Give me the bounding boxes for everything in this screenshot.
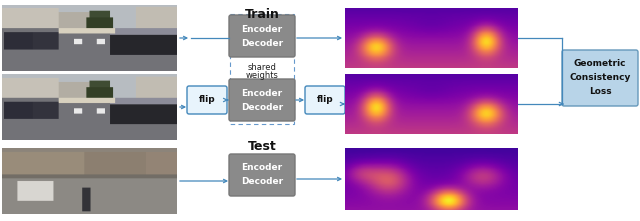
Text: Loss: Loss [589, 88, 611, 97]
FancyBboxPatch shape [305, 86, 345, 114]
Text: Encoder: Encoder [241, 25, 283, 34]
FancyBboxPatch shape [229, 15, 295, 57]
Text: weights: weights [246, 72, 278, 80]
FancyBboxPatch shape [229, 79, 295, 121]
Text: shared: shared [248, 63, 276, 72]
Text: flip: flip [198, 95, 215, 105]
Text: Encoder: Encoder [241, 88, 283, 97]
FancyBboxPatch shape [229, 154, 295, 196]
Text: Geometric: Geometric [573, 59, 627, 69]
Text: Test: Test [248, 140, 276, 153]
Text: flip: flip [317, 95, 333, 105]
FancyBboxPatch shape [562, 50, 638, 106]
Bar [230, 14, 294, 124]
Text: Train: Train [244, 8, 280, 21]
FancyBboxPatch shape [187, 86, 227, 114]
Text: Consistency: Consistency [570, 74, 630, 82]
Text: Encoder: Encoder [241, 164, 283, 173]
Text: Decoder: Decoder [241, 103, 283, 112]
Text: Decoder: Decoder [241, 177, 283, 187]
Text: Decoder: Decoder [241, 38, 283, 48]
